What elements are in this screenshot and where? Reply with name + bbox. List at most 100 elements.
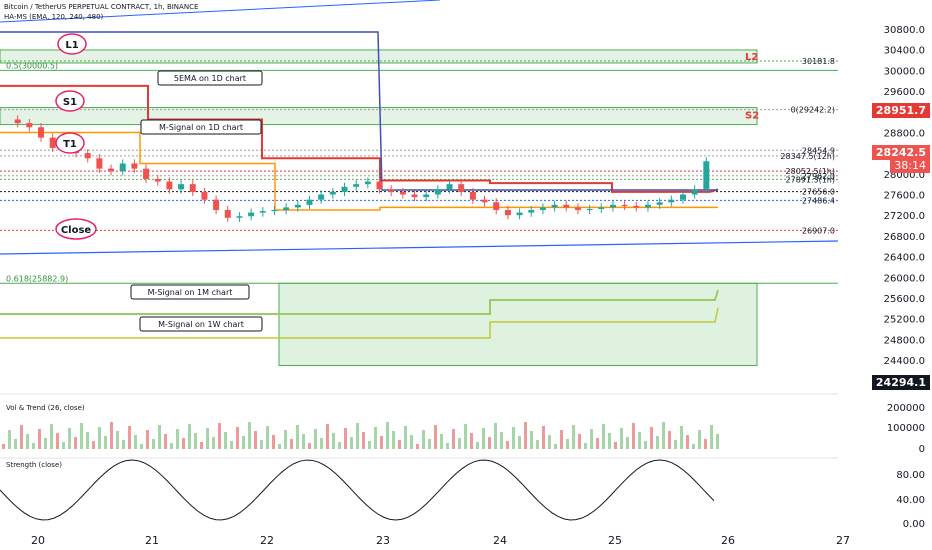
volume-bar	[398, 440, 401, 449]
volume-bar	[674, 440, 677, 449]
candle-body	[469, 191, 476, 200]
candle-body	[318, 194, 325, 200]
volume-bar	[392, 431, 395, 449]
vol-pane-title: Vol & Trend (26, close)	[6, 404, 85, 412]
candle-body	[423, 194, 430, 198]
volume-bar	[200, 442, 203, 449]
candle-body	[259, 211, 266, 213]
y-tick-label: 26800.0	[884, 232, 925, 243]
candle-body	[703, 161, 710, 190]
volume-bar	[266, 426, 269, 449]
volume-bar	[566, 439, 569, 449]
candle-body	[166, 181, 173, 190]
volume-bar	[224, 432, 227, 449]
annotation-text: 5EMA on 1D chart	[174, 74, 246, 83]
volume-bar	[134, 435, 137, 449]
candle-body	[131, 163, 138, 169]
zone-marker	[55, 90, 85, 112]
volume-bar	[248, 422, 251, 449]
volume-bar	[122, 440, 125, 449]
volume-bar	[110, 422, 113, 449]
y-tick-label: 25600.0	[884, 294, 925, 305]
candle-body	[38, 127, 45, 138]
level-label: 27486.4	[802, 196, 835, 205]
volume-bar	[536, 440, 539, 449]
y-tick-label: 28000.0	[884, 170, 925, 181]
candle-body	[306, 199, 313, 205]
price-axis-bg	[838, 0, 932, 550]
level-label: 26907.0	[802, 226, 835, 235]
volume-bar	[218, 423, 221, 449]
candle-body	[271, 210, 278, 212]
annotation-text: M-Signal on 1D chart	[159, 123, 243, 132]
volume-bar	[686, 435, 689, 449]
candle-body	[84, 153, 91, 159]
volume-bar	[434, 425, 437, 449]
volume-bar	[62, 442, 65, 449]
candle-body	[119, 163, 126, 172]
volume-bar	[362, 432, 365, 449]
volume-bar	[584, 443, 587, 449]
volume-bar	[530, 431, 533, 449]
x-tick-label: 21	[145, 534, 159, 547]
volume-bar	[614, 442, 617, 449]
strength-axis-label: 80.00	[896, 470, 925, 481]
volume-bar	[158, 425, 161, 449]
volume-bar	[626, 437, 629, 449]
alert-price-tag: 28951.7	[871, 103, 930, 118]
volume-bar	[236, 427, 239, 449]
x-tick-label: 24	[493, 534, 507, 547]
volume-bar	[14, 439, 17, 449]
y-tick-label: 27200.0	[884, 211, 925, 222]
volume-bar	[404, 426, 407, 449]
volume-bar	[500, 432, 503, 449]
candle-body	[14, 119, 21, 124]
volume-bar	[344, 428, 347, 449]
volume-bar	[590, 429, 593, 449]
candle-body	[224, 210, 231, 218]
volume-bar	[302, 434, 305, 449]
level-label: 28454.9	[802, 146, 835, 155]
candle-body	[528, 210, 535, 213]
volume-bar	[554, 444, 557, 449]
candle-body	[679, 194, 686, 200]
volume-bar	[230, 441, 233, 449]
y-tick-label: 30800.0	[884, 25, 925, 36]
volume-bar	[368, 441, 371, 449]
zone-marker	[55, 218, 97, 240]
volume-bar	[596, 438, 599, 449]
candle-body	[574, 207, 581, 211]
y-tick-label: 30000.0	[884, 66, 925, 77]
trendline	[0, 240, 839, 255]
candle-body	[609, 204, 616, 208]
candle-body	[656, 202, 663, 205]
volume-bar	[254, 431, 257, 449]
zone-label: L1	[65, 40, 78, 51]
candle-body	[388, 189, 395, 192]
candle-body	[341, 186, 348, 192]
x-tick-label: 23	[376, 534, 390, 547]
candle-body	[294, 204, 301, 208]
x-tick-label: 27	[836, 534, 850, 547]
y-tick-label: 28800.0	[884, 128, 925, 139]
volume-bar	[602, 424, 605, 449]
volume-bar	[50, 424, 53, 449]
volume-bar	[152, 439, 155, 449]
chart-title: Bitcoin / TetherUS PERPETUAL CONTRACT, 1…	[4, 3, 199, 11]
y-tick-label: 30400.0	[884, 46, 925, 57]
volume-bar	[656, 436, 659, 449]
volume-bar	[482, 428, 485, 449]
volume-bar	[68, 428, 71, 449]
y-tick-label: 26000.0	[884, 273, 925, 284]
volume-bar	[494, 423, 497, 449]
volume-bar	[410, 435, 413, 449]
volume-bar	[92, 441, 95, 449]
candle-body	[213, 199, 220, 211]
volume-bar	[518, 436, 521, 449]
volume-bar	[2, 444, 5, 449]
volume-bar	[332, 433, 335, 449]
volume-bar	[386, 422, 389, 449]
volume-bar	[308, 443, 311, 449]
